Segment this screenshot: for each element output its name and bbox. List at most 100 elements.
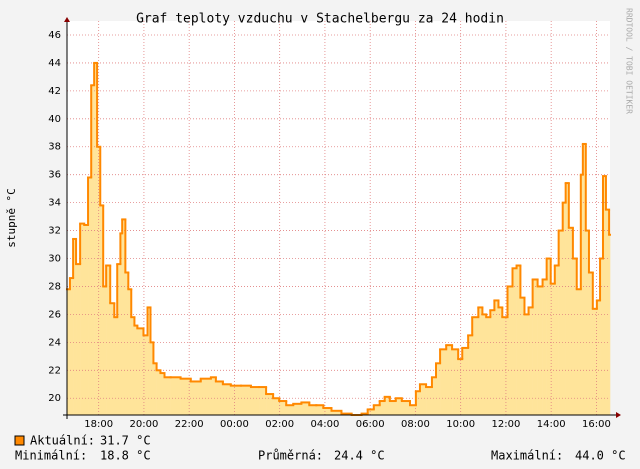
grid: 20 22 24 26 28 30 32 34 36 38 40 42 44 46 18:00 20:00 22… <box>48 21 611 430</box>
area-segment <box>128 289 132 415</box>
area-segment <box>498 307 503 415</box>
area-segment <box>309 405 317 415</box>
area-segment <box>486 317 491 415</box>
x-tick-label: 20:00 <box>130 419 159 430</box>
x-tick-label: 06:00 <box>356 419 385 430</box>
area-segment <box>546 258 552 415</box>
area-segment <box>468 335 473 415</box>
area-segment <box>502 317 508 415</box>
area-segment <box>150 342 154 415</box>
area-segment <box>190 381 202 415</box>
area-segment <box>164 377 171 415</box>
area-segment <box>436 363 441 415</box>
y-tick-label: 28 <box>48 281 61 292</box>
y-tick-label: 24 <box>48 337 61 348</box>
area-segment <box>88 177 92 415</box>
x-tick-label: 04:00 <box>311 419 340 430</box>
area-segment <box>520 297 525 415</box>
area-segment <box>94 62 98 416</box>
x-tick-label: 08:00 <box>401 419 430 430</box>
area-segment <box>602 176 607 415</box>
area-segment <box>250 387 260 415</box>
y-tick-label: 26 <box>48 309 61 320</box>
area-segment <box>259 387 267 415</box>
area-segment <box>122 219 126 415</box>
area-segment <box>215 381 224 415</box>
area-segment <box>80 223 85 415</box>
area-segment <box>524 314 529 415</box>
area-segment <box>266 394 274 415</box>
area-segment <box>600 258 604 415</box>
area-segment <box>490 310 495 415</box>
area-segment <box>512 268 517 415</box>
stat-value: 18.8 °C <box>100 449 151 463</box>
area-segment <box>230 385 242 415</box>
area-segment <box>472 317 479 415</box>
area-segment <box>384 396 391 415</box>
stat-label: Minimální: <box>15 449 87 463</box>
area-segment <box>452 349 459 415</box>
y-axis-label: stupně °C <box>5 188 18 248</box>
area-segment <box>170 377 181 415</box>
area-segment <box>301 402 310 415</box>
area-segment <box>568 227 574 415</box>
area-segment <box>125 272 129 415</box>
area-segment <box>69 278 74 415</box>
legend-swatch <box>14 435 25 446</box>
area-segment <box>293 403 302 415</box>
area-segment <box>609 234 611 415</box>
area-segment <box>494 300 499 415</box>
stat-value: 24.4 °C <box>334 449 385 463</box>
area-segment <box>106 265 111 415</box>
area-segment <box>550 283 556 415</box>
area-segment <box>537 286 543 415</box>
stat-label: Maximální: <box>491 449 563 463</box>
stat-label: Průměrná: <box>258 449 323 463</box>
x-tick-label: 16:00 <box>582 419 611 430</box>
area-segment <box>605 209 610 415</box>
area-segment <box>426 387 433 415</box>
area-segment <box>532 279 538 415</box>
area-segment <box>240 385 252 415</box>
x-tick-label: 02:00 <box>265 419 294 430</box>
area-segment <box>431 377 437 415</box>
area-segment <box>395 398 403 415</box>
y-tick-label: 30 <box>48 254 61 265</box>
area-segment <box>222 384 232 415</box>
area-segment <box>143 335 148 415</box>
y-tick-label: 22 <box>48 365 61 376</box>
area-segment <box>279 401 287 415</box>
x-tick-label: 00:00 <box>220 419 249 430</box>
area-segment <box>73 238 77 415</box>
area-segment <box>100 205 104 415</box>
area-segment <box>131 317 135 415</box>
area-segment <box>160 373 165 415</box>
area-segment <box>76 264 81 415</box>
area-segment <box>210 377 217 415</box>
x-tick-label: 12:00 <box>492 419 521 430</box>
area-segment <box>554 265 559 415</box>
area-segment <box>379 401 385 415</box>
y-tick-label: 38 <box>48 142 61 153</box>
area-segment <box>91 85 95 415</box>
area-segment <box>316 405 324 415</box>
x-tick-label: 14:00 <box>537 419 566 430</box>
area-segment <box>114 317 118 415</box>
stat-value: 31.7 °C <box>100 434 151 448</box>
y-tick-label: 34 <box>48 198 61 209</box>
y-tick-label: 20 <box>48 393 61 404</box>
area-segment <box>516 265 521 415</box>
legend-label: Aktuální: <box>30 434 95 448</box>
area-segment <box>84 224 89 415</box>
area-segment <box>572 258 578 415</box>
y-axis-arrow <box>64 17 70 22</box>
area-segment <box>582 143 587 415</box>
y-tick-label: 36 <box>48 170 61 181</box>
area-segment <box>120 233 123 415</box>
area-segment <box>373 405 380 415</box>
plot <box>67 62 611 416</box>
area-segment <box>542 279 547 415</box>
y-tick-label: 40 <box>48 114 61 125</box>
area-segment <box>462 347 469 415</box>
stat-value: 44.0 °C <box>575 449 626 463</box>
